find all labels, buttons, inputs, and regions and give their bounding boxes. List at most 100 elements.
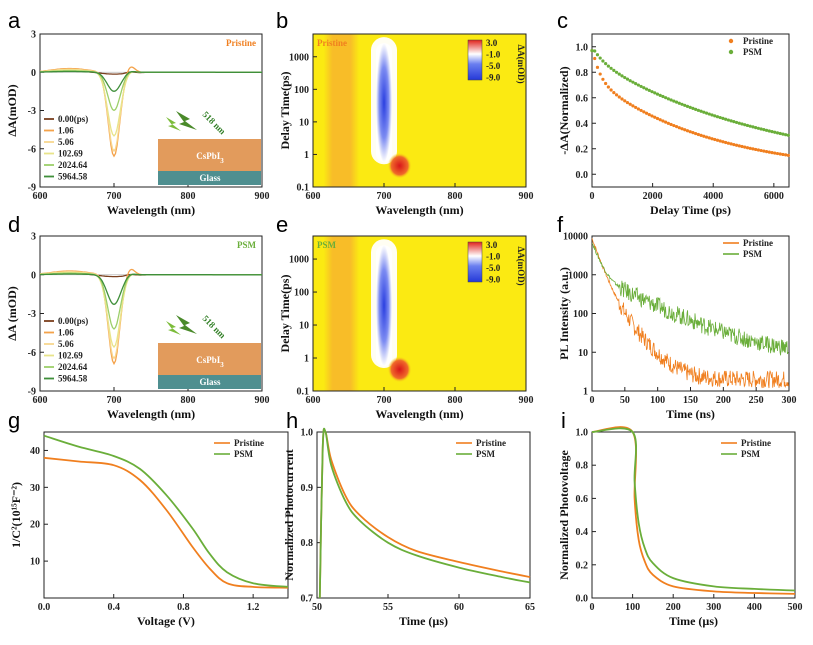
- panel-c: c 0 2000 4000 6000 0.0 0.2 0.4 0.6 0.8 1.0 Delay Ti…: [557, 8, 790, 217]
- panel-annotation: Pristine: [226, 38, 256, 48]
- y-axis-label: ΔA(mOD): [5, 84, 19, 136]
- data-point-pristine: [713, 137, 717, 142]
- data-point-pristine: [661, 119, 665, 123]
- x-tick-label: 700: [107, 395, 122, 406]
- data-point-psm: [642, 86, 646, 90]
- series-line-psm: [591, 427, 796, 592]
- y-tick-label: 0.9: [301, 483, 314, 494]
- map-red-spot: [387, 356, 412, 383]
- data-point-psm: [644, 87, 649, 91]
- panel-i: i 0 100 200 300 400 500 0.0 0.2 0.4 0.6 0.8 1.0 Time …: [557, 408, 803, 628]
- data-point-pristine: [718, 139, 722, 143]
- data-point-pristine: [601, 77, 605, 81]
- data-point-pristine: [702, 134, 706, 138]
- y-tick-label: 0.4: [576, 119, 589, 130]
- legend-entry: 2024.64: [58, 160, 88, 170]
- data-point-pristine: [770, 150, 774, 155]
- y-tick-label: 0.8: [576, 68, 589, 79]
- panel-letter-b: b: [276, 8, 288, 33]
- x-axis-label: Wavelength (nm): [107, 407, 195, 421]
- colorbar-title: ΔA(mOD): [516, 44, 526, 83]
- data-point-pristine: [623, 99, 627, 103]
- x-tick-label: 2000: [643, 191, 663, 202]
- data-point-pristine: [721, 140, 725, 144]
- series-line-pristine: [591, 426, 796, 595]
- data-point-psm: [784, 133, 788, 137]
- y-tick-label: 0.0: [576, 594, 589, 605]
- legend-entry: 5.06: [58, 137, 74, 147]
- data-point-pristine: [707, 136, 711, 140]
- x-tick-label: 100: [625, 602, 640, 613]
- x-tick-label: 400: [747, 602, 762, 613]
- y-tick-label: 0.6: [576, 93, 589, 104]
- inset-light-label: 518 nm: [201, 313, 228, 340]
- x-tick-label: 300: [782, 395, 797, 406]
- data-point-psm: [764, 128, 769, 132]
- data-point-pristine: [620, 97, 624, 101]
- x-tick-label: 600: [33, 191, 48, 202]
- data-point-pristine: [694, 131, 698, 136]
- y-tick-label: 10: [299, 321, 309, 332]
- panel-letter-e: e: [276, 212, 288, 237]
- inset-layer-subscript: 3: [220, 361, 224, 369]
- y-tick-label: -3: [28, 309, 36, 320]
- x-tick-label: 65: [525, 602, 535, 613]
- x-tick-label: 55: [383, 602, 393, 613]
- plot-frame: [43, 431, 289, 599]
- panel-letter-d: d: [8, 212, 20, 237]
- x-tick-label: 600: [306, 395, 321, 406]
- series-line-psm: [43, 434, 289, 588]
- data-point-pristine: [604, 81, 608, 86]
- legend-entry-pristine: Pristine: [743, 36, 773, 46]
- panel-d: d 600 700 800 900 3 0 -3 -6 -9 Wavelength (nm) ΔA (…: [5, 212, 270, 421]
- map-blue-bleach: [376, 43, 392, 163]
- series-line-pristine: [43, 456, 289, 589]
- x-tick-label: 50: [312, 602, 322, 613]
- data-point-psm: [634, 82, 638, 86]
- y-axis-label: Normalized Photovoltage: [557, 450, 571, 580]
- y-tick-label: 0.2: [576, 560, 589, 571]
- x-tick-label: 0.4: [107, 602, 120, 613]
- colorbar-tick-label: 3.0: [486, 240, 498, 250]
- legend-entry-pristine: Pristine: [741, 438, 771, 448]
- x-tick-label: 800: [448, 191, 463, 202]
- x-tick-label: 700: [377, 395, 392, 406]
- data-point-psm: [748, 124, 752, 128]
- legend-entry-psm: PSM: [741, 449, 761, 459]
- inset-light-label: 518 nm: [201, 109, 228, 136]
- data-point-psm: [721, 116, 725, 120]
- data-point-psm: [680, 102, 684, 106]
- inset-glass-label: Glass: [199, 173, 221, 183]
- series-line-psm: [318, 427, 531, 599]
- light-bolt-icon: [166, 117, 181, 131]
- data-point-psm: [623, 75, 627, 80]
- data-point-pristine: [617, 95, 621, 99]
- x-tick-label: 700: [377, 191, 392, 202]
- data-point-psm: [647, 88, 651, 92]
- data-point-psm: [625, 77, 630, 81]
- data-point-pristine: [773, 151, 777, 155]
- legend-entry-psm: PSM: [743, 249, 763, 259]
- legend-entry-pristine: Pristine: [476, 438, 506, 448]
- data-point-psm: [620, 74, 624, 78]
- data-point-psm: [674, 100, 679, 104]
- data-point-pristine: [628, 102, 632, 106]
- y-tick-label: 100: [294, 288, 309, 299]
- legend-entry-psm: PSM: [476, 449, 496, 459]
- data-point-psm: [688, 105, 692, 109]
- x-axis-label: Delay Time (ps): [650, 203, 731, 217]
- data-point-pristine: [781, 152, 785, 157]
- y-axis-label: ΔA (mOD): [5, 286, 19, 341]
- data-point-psm: [778, 131, 782, 136]
- x-tick-label: 900: [519, 191, 534, 202]
- data-point-pristine: [609, 88, 613, 92]
- data-point-psm: [655, 92, 660, 96]
- x-tick-label: 150: [683, 395, 698, 406]
- inset-perovskite-layer: [158, 343, 261, 375]
- data-point-pristine: [598, 72, 602, 76]
- data-point-pristine: [740, 144, 744, 149]
- legend-entry: 5964.58: [58, 374, 88, 384]
- panel-annotation: PSM: [237, 240, 257, 250]
- data-point-pristine: [754, 147, 758, 152]
- data-point-pristine: [658, 118, 662, 122]
